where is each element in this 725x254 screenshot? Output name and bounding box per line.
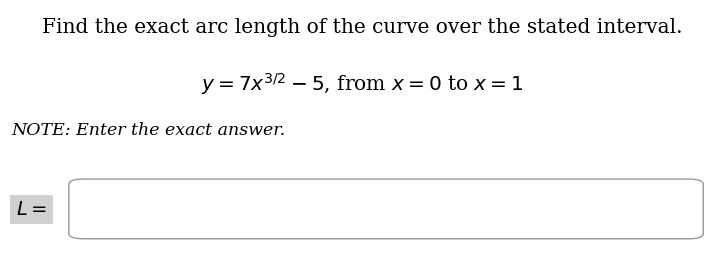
FancyBboxPatch shape (69, 179, 703, 239)
Text: $L = $: $L = $ (16, 201, 47, 218)
Text: $y = 7x^{3/2} - 5$, from $x = 0$ to $x = 1$: $y = 7x^{3/2} - 5$, from $x = 0$ to $x =… (202, 71, 523, 97)
Text: Find the exact arc length of the curve over the stated interval.: Find the exact arc length of the curve o… (42, 18, 683, 37)
Text: NOTE: Enter the exact answer.: NOTE: Enter the exact answer. (11, 122, 285, 139)
